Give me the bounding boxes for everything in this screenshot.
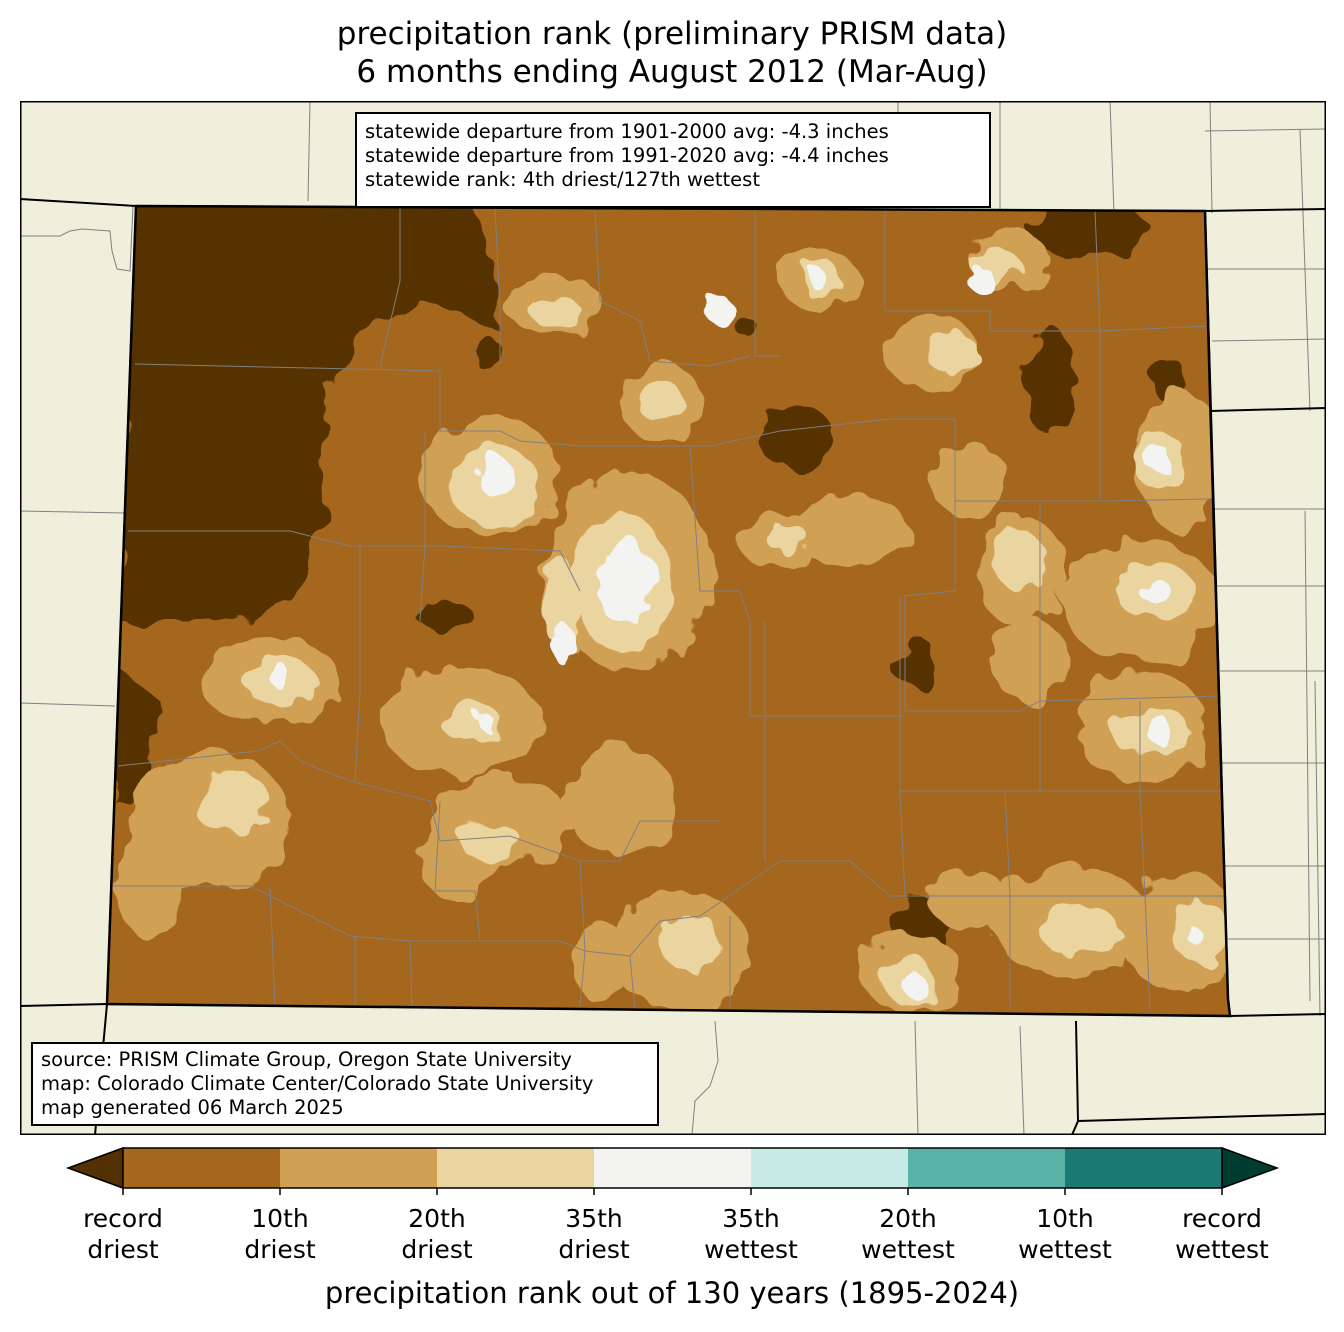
record-driest-areas xyxy=(110,206,1190,943)
colorado-county-lines xyxy=(110,206,1228,1013)
statewide-stats-box: statewide departure from 1901-2000 avg: … xyxy=(355,112,991,208)
driest-20th-35th-areas xyxy=(190,248,1230,1006)
credits-map: map: Colorado Climate Center/Colorado St… xyxy=(41,1072,594,1095)
colorbar-bin xyxy=(594,1148,751,1188)
colorbar xyxy=(65,1146,1280,1195)
colorbar-bin xyxy=(123,1148,280,1188)
tick-label-line1: record xyxy=(83,1204,163,1233)
stats-statewide-rank: statewide rank: 4th driest/127th wettest xyxy=(365,168,760,191)
neighbor-county-lines xyxy=(20,101,1326,1135)
tick-label-line1: 10th xyxy=(1036,1204,1094,1233)
tick-label-line2: wettest xyxy=(704,1235,798,1264)
credits-generated: map generated 06 March 2025 xyxy=(41,1096,344,1119)
tick-label-line2: driest xyxy=(401,1235,473,1264)
colorbar-tick-label: record driest xyxy=(43,1203,203,1265)
colorbar-frame xyxy=(122,1147,1223,1189)
tick-label-line2: driest xyxy=(87,1235,159,1264)
tick-label-line2: driest xyxy=(244,1235,316,1264)
tick-label-line1: 20th xyxy=(408,1204,466,1233)
colorbar-tick-label: 35th driest xyxy=(514,1203,674,1265)
colorbar-tick-label: 10th wettest xyxy=(985,1203,1145,1265)
colorado-boundary xyxy=(105,204,1232,1018)
tick-label-line1: 35th xyxy=(565,1204,623,1233)
tick-label-line2: wettest xyxy=(861,1235,955,1264)
colorbar-bin xyxy=(908,1148,1065,1188)
map-frame xyxy=(20,101,1326,1135)
stats-departure-1991-2020: statewide departure from 1991-2020 avg: … xyxy=(365,144,889,167)
colorbar-tick-label: 10th driest xyxy=(200,1203,360,1265)
credits-source: source: PRISM Climate Group, Oregon Stat… xyxy=(41,1048,572,1071)
colorbar-bin xyxy=(1065,1148,1222,1188)
tick-label-line2: wettest xyxy=(1175,1235,1269,1264)
tick-label-line1: record xyxy=(1182,1204,1262,1233)
stats-departure-1901-2000: statewide departure from 1901-2000 avg: … xyxy=(365,120,889,143)
credits-box: source: PRISM Climate Group, Oregon Stat… xyxy=(31,1042,659,1126)
near-normal-areas xyxy=(270,267,1203,998)
colorbar-under-arrow xyxy=(65,1146,124,1190)
colorbar-tick-label: 20th driest xyxy=(357,1203,517,1265)
tick-label-line1: 10th xyxy=(251,1204,309,1233)
tick-label-line1: 20th xyxy=(879,1204,937,1233)
tick-label-line2: driest xyxy=(558,1235,630,1264)
colorbar-title: precipitation rank out of 130 years (189… xyxy=(324,1276,1020,1310)
map-title: precipitation rank (preliminary PRISM da… xyxy=(336,16,1008,52)
colorbar-bin xyxy=(437,1148,594,1188)
colorbar-over-arrow xyxy=(1221,1146,1280,1190)
colorbar-tick-label: 20th wettest xyxy=(828,1203,988,1265)
colorbar-tick-label: record wettest xyxy=(1142,1203,1302,1265)
map-subtitle: 6 months ending August 2012 (Mar-Aug) xyxy=(356,54,988,90)
colorbar-tick-label: 35th wettest xyxy=(671,1203,831,1265)
precip-rank-field xyxy=(107,206,1230,1016)
tick-label-line2: wettest xyxy=(1018,1235,1112,1264)
colorado-precip-rank-map xyxy=(20,101,1326,1135)
tick-label-line1: 35th xyxy=(722,1204,780,1233)
colorbar-bin xyxy=(751,1148,908,1188)
colorbar-bin xyxy=(280,1148,437,1188)
